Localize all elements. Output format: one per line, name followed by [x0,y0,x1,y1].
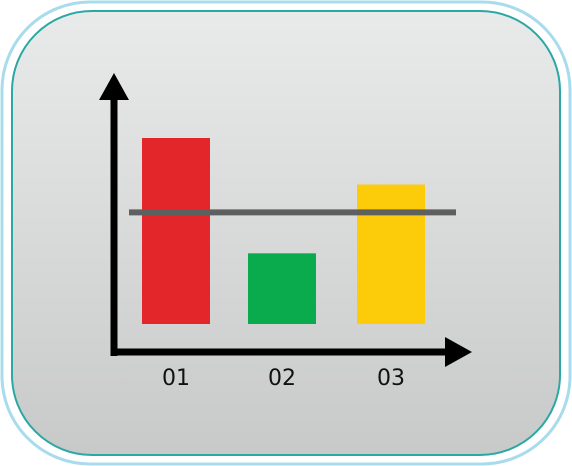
bars-layer [142,138,425,324]
bar-02 [248,253,316,324]
x-tick-label: 01 [162,366,190,391]
x-axis-arrowhead-icon [445,337,472,367]
tile-background [11,10,561,456]
x-tick-labels: 01 02 03 [162,366,405,391]
bar-01 [142,138,210,324]
bar-03 [357,184,425,324]
x-tick-label: 02 [268,366,296,391]
x-tick-label: 03 [377,366,405,391]
y-axis-arrowhead-icon [99,73,129,100]
axes [99,73,472,367]
